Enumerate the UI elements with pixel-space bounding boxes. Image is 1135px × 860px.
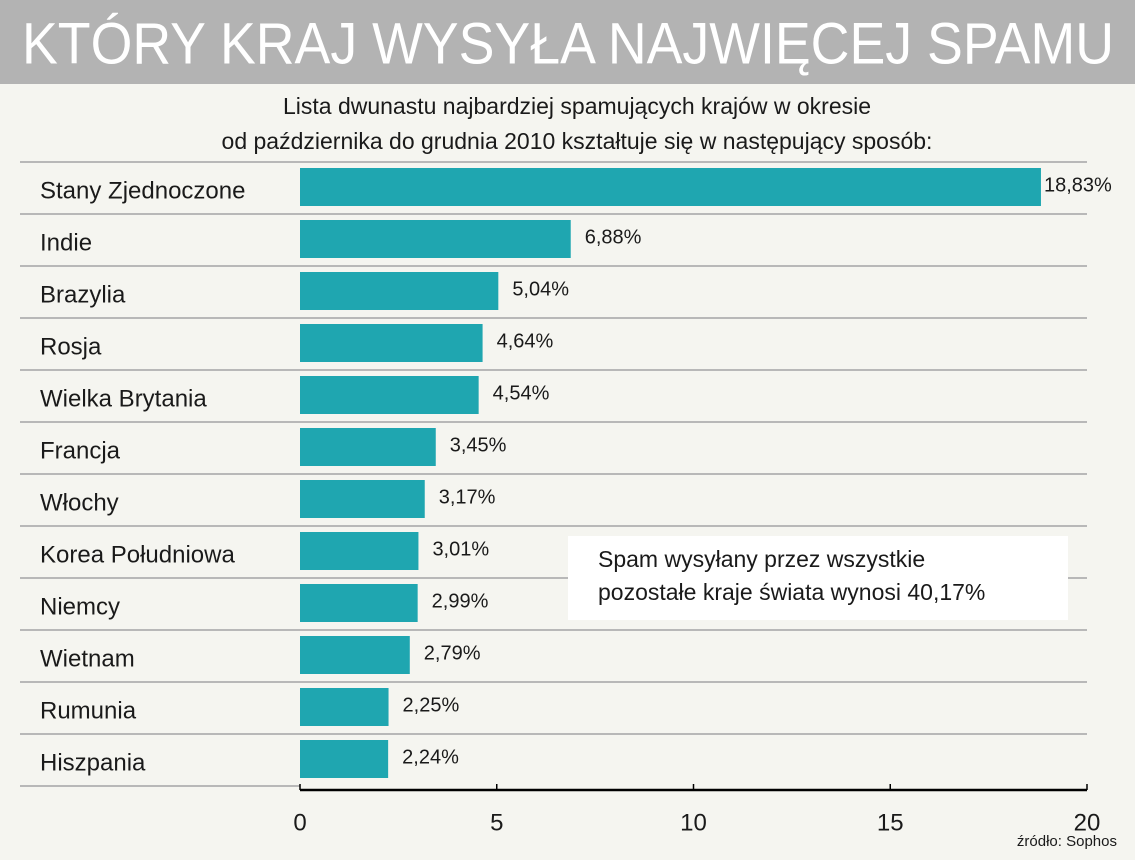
subtitle: Lista dwunastu najbardziej spamujących k… bbox=[283, 93, 871, 119]
bar bbox=[300, 324, 483, 362]
category-label: Hiszpania bbox=[40, 749, 146, 776]
category-label: Stany Zjednoczone bbox=[40, 177, 245, 204]
annotation: Spam wysyłany przez wszystkie bbox=[598, 546, 925, 572]
category-label: Rumunia bbox=[40, 697, 137, 724]
value-label: 2,24% bbox=[402, 746, 459, 768]
category-label: Indie bbox=[40, 229, 92, 256]
value-label: 3,17% bbox=[439, 486, 496, 508]
bar bbox=[300, 532, 419, 570]
x-tick-label: 10 bbox=[680, 809, 707, 836]
category-label: Niemcy bbox=[40, 593, 120, 620]
value-label: 2,25% bbox=[403, 694, 460, 716]
value-label: 2,99% bbox=[432, 590, 489, 612]
title-bar bbox=[0, 0, 1135, 84]
subtitle: od października do grudnia 2010 kształtu… bbox=[222, 128, 933, 154]
value-label: 5,04% bbox=[512, 278, 569, 300]
bar bbox=[300, 220, 571, 258]
value-label: 3,45% bbox=[450, 434, 507, 456]
chart-title: KTÓRY KRAJ WYSYŁA NAJWIĘCEJ SPAMU bbox=[22, 11, 1114, 76]
bar bbox=[300, 740, 389, 778]
category-label: Francja bbox=[40, 437, 121, 464]
annotation: pozostałe kraje świata wynosi 40,17% bbox=[598, 579, 985, 605]
category-label: Wielka Brytania bbox=[40, 385, 207, 412]
category-label: Włochy bbox=[40, 489, 119, 516]
category-label: Korea Południowa bbox=[40, 541, 235, 568]
category-label: Rosja bbox=[40, 333, 102, 360]
x-tick-label: 15 bbox=[877, 809, 904, 836]
bar bbox=[300, 480, 425, 518]
x-tick-label: 5 bbox=[490, 809, 503, 836]
bar bbox=[300, 688, 389, 726]
value-label: 4,54% bbox=[493, 382, 550, 404]
annotation-box bbox=[568, 536, 1068, 620]
value-label: 6,88% bbox=[585, 226, 642, 248]
x-tick-label: 0 bbox=[293, 809, 306, 836]
category-label: Wietnam bbox=[40, 645, 135, 672]
x-tick-label: 20 bbox=[1074, 809, 1101, 836]
value-label: 4,64% bbox=[497, 330, 554, 352]
value-label: 18,83% bbox=[1044, 174, 1112, 196]
value-label: 2,79% bbox=[424, 642, 481, 664]
source: źródło: Sophos bbox=[1017, 833, 1117, 850]
value-label: 3,01% bbox=[432, 538, 489, 560]
plot: Stany Zjednoczone 18,83% Indie 6,88% Brazyli… bbox=[20, 161, 1112, 836]
bar bbox=[300, 272, 499, 310]
bar bbox=[300, 584, 418, 622]
bar bbox=[300, 376, 479, 414]
category-label: Brazylia bbox=[40, 281, 126, 308]
bar bbox=[300, 636, 410, 674]
bar bbox=[300, 168, 1041, 206]
bar bbox=[300, 428, 436, 466]
